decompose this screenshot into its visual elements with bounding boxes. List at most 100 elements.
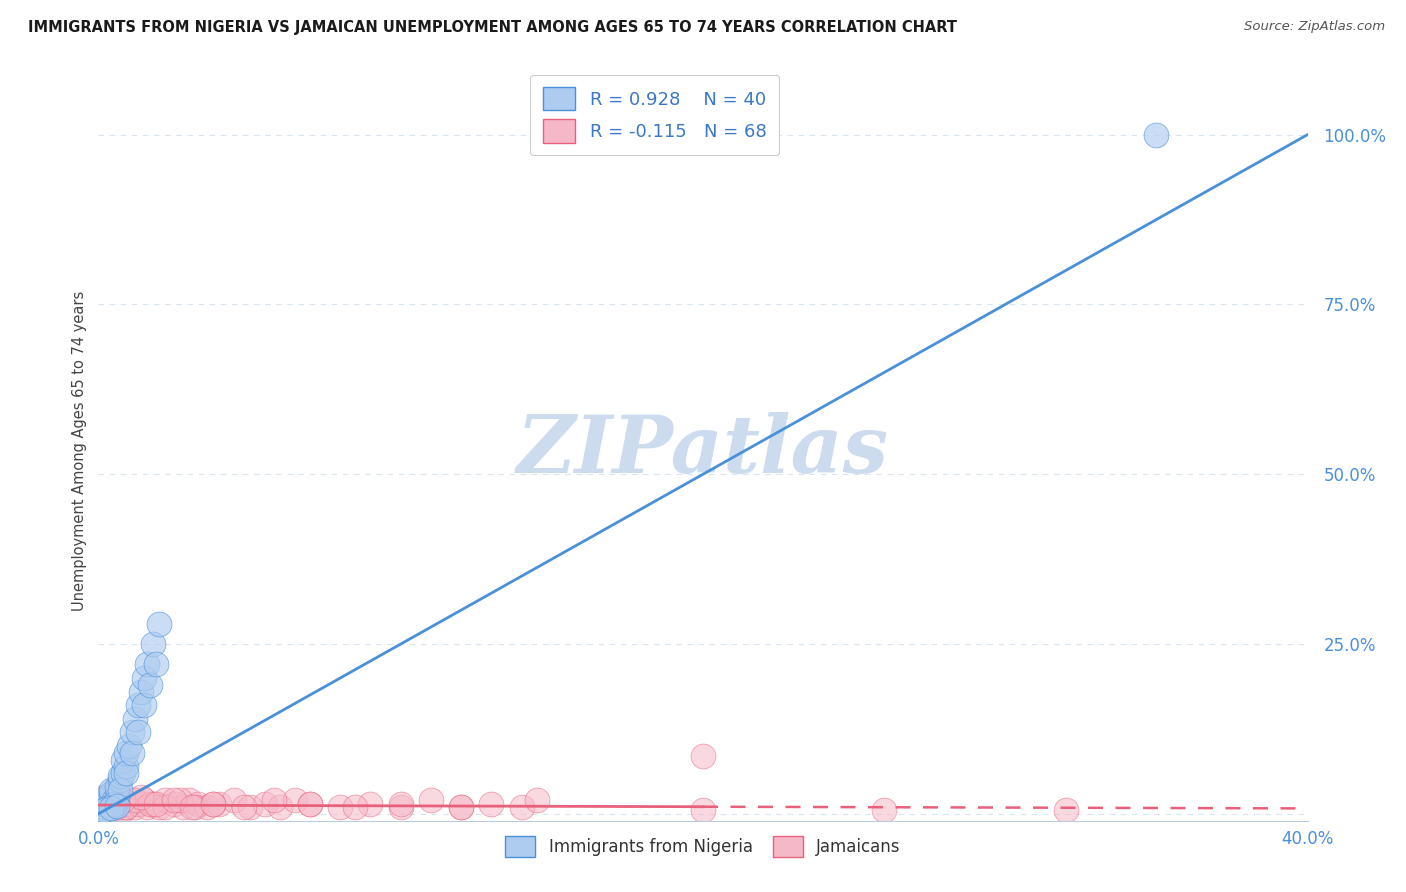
Point [253,797,276,811]
Point [132,793,155,807]
Point [100,800,122,814]
Point [93,800,115,814]
Point [450,800,472,814]
Point [420,793,443,807]
Point [526,793,548,807]
Point [93,804,115,818]
Point [181,800,204,814]
Point [96,793,118,807]
Point [263,793,285,807]
Point [153,800,176,814]
Point [111,793,134,807]
Point [202,797,225,811]
Point [187,797,209,811]
Point [132,698,155,713]
Point [108,783,131,797]
Point [111,804,134,818]
Point [103,797,125,811]
Point [153,793,176,807]
Point [224,793,246,807]
Point [195,800,218,814]
Point [93,789,115,804]
Point [202,797,225,811]
Point [127,698,149,713]
Point [692,749,714,764]
Point [105,789,128,804]
Point [239,800,262,814]
Point [129,684,152,698]
Point [481,797,503,811]
Point [93,804,115,818]
Point [163,797,186,811]
Point [148,800,170,814]
Point [108,797,131,811]
Point [142,637,165,651]
Point [105,797,128,811]
Point [105,798,128,813]
Text: IMMIGRANTS FROM NIGERIA VS JAMAICAN UNEMPLOYMENT AMONG AGES 65 TO 74 YEARS CORRE: IMMIGRANTS FROM NIGERIA VS JAMAICAN UNEM… [28,20,957,35]
Point [169,793,191,807]
Point [299,797,322,811]
Point [284,793,307,807]
Point [179,793,201,807]
Point [118,739,141,753]
Point [100,801,122,815]
Point [129,789,152,804]
Point [103,800,125,814]
Point [96,789,118,804]
Point [139,678,162,692]
Point [100,783,122,797]
Point [148,616,170,631]
Point [114,766,136,780]
Point [93,800,115,814]
Point [145,797,167,811]
Point [124,800,146,814]
Point [90,805,112,819]
Point [103,804,125,818]
Point [135,800,157,814]
Point [344,800,367,814]
Point [299,797,322,811]
Y-axis label: Unemployment Among Ages 65 to 74 years: Unemployment Among Ages 65 to 74 years [72,290,87,611]
Point [93,797,115,811]
Point [232,800,254,814]
Point [127,725,149,739]
Point [135,657,157,672]
Point [329,800,352,814]
Point [103,787,125,801]
Point [139,797,162,811]
Point [114,800,136,814]
Point [114,800,136,814]
Point [100,787,122,801]
Point [96,801,118,815]
Point [108,772,131,787]
Point [389,797,412,811]
Point [873,804,896,818]
Point [90,804,112,818]
Point [105,800,128,814]
Point [142,797,165,811]
Point [269,800,291,814]
Point [124,712,146,726]
Point [111,752,134,766]
Text: Source: ZipAtlas.com: Source: ZipAtlas.com [1244,20,1385,33]
Point [108,770,131,784]
Point [692,804,714,818]
Point [90,804,112,818]
Point [208,797,231,811]
Point [111,766,134,780]
Point [389,800,412,814]
Point [100,800,122,814]
Point [121,725,143,739]
Text: ZIPatlas: ZIPatlas [517,412,889,489]
Point [121,746,143,760]
Point [121,793,143,807]
Point [96,797,118,811]
Point [114,746,136,760]
Point [103,793,125,807]
Point [510,800,533,814]
Point [1054,804,1077,818]
Point [127,797,149,811]
Point [118,797,141,811]
Point [172,800,194,814]
